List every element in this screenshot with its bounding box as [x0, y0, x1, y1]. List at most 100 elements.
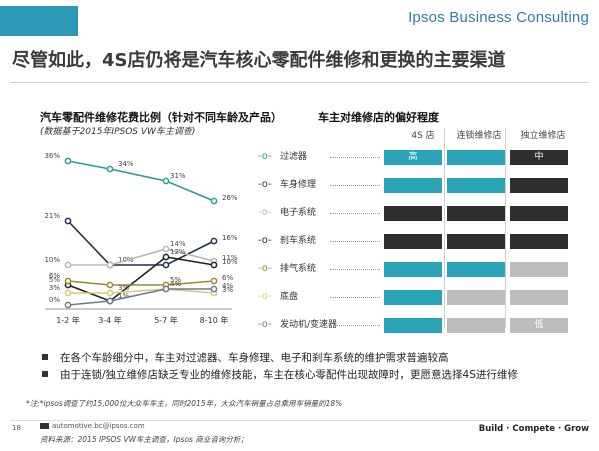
data-label: 36%: [44, 152, 60, 160]
data-label: 21%: [44, 212, 60, 220]
preference-cell: [384, 290, 442, 305]
line-chart-subtitle: (数据基于2015年IPSOS VW车主调查): [40, 127, 196, 137]
x-tick-label: 3-4 年: [98, 315, 122, 325]
preference-cell: [510, 290, 568, 305]
column-separator: [444, 128, 445, 328]
category-label: 排气系统: [280, 264, 317, 274]
data-point: [210, 285, 218, 293]
data-label: 34%: [118, 160, 134, 168]
leader-dots: [330, 269, 380, 270]
email-address: automotive.bc@ipsos.com: [52, 422, 145, 430]
series-line: [68, 248, 215, 266]
bullet-marker: [42, 354, 48, 360]
category-label: 底盘: [280, 292, 299, 302]
data-point: [162, 285, 170, 293]
leader-dots: [330, 213, 380, 214]
header-accent-bar: [0, 6, 78, 36]
data-label: 11%: [222, 254, 238, 262]
series-line: [67, 280, 215, 286]
data-point: [106, 261, 114, 269]
data-label: 3%: [49, 284, 60, 292]
x-tick-label: 1-2 年: [56, 315, 80, 325]
title-divider: [10, 82, 589, 83]
leader-dots: [330, 185, 380, 186]
preference-cell: [447, 290, 505, 305]
footnote: *注:*ipsos调查了约15,000位大众车车主，同时2015年，大众汽车销量…: [26, 399, 343, 408]
category-label: 过滤器: [280, 152, 308, 162]
preference-cell: 高: [384, 150, 442, 165]
data-point: [162, 253, 170, 261]
data-label: 5%: [49, 276, 60, 284]
preference-cell: 低: [510, 318, 568, 333]
preference-row-label: -o- 车身修理: [258, 179, 383, 191]
preference-cell: [384, 178, 442, 193]
column-separator: [505, 128, 506, 328]
data-label: 26%: [222, 194, 238, 202]
leader-dots: [330, 157, 380, 158]
leader-dots: [330, 297, 380, 298]
legend-marker-icon: -o-: [258, 151, 272, 162]
preference-cell: [447, 150, 505, 165]
preference-row-label: -o- 排气系统: [258, 263, 383, 275]
column-header-chain: 连锁维修店: [456, 131, 502, 141]
data-point: [64, 301, 72, 309]
preference-cell: [384, 262, 442, 277]
preference-row-label: -o- 底盘: [258, 291, 383, 303]
bullet-list: 在各个车龄细分中，车主对过滤器、车身修理、电子和刹车系统的维护需求普遍较高 由于…: [42, 350, 518, 384]
preference-cell: [447, 262, 505, 277]
category-label: 发动机/变速器: [280, 320, 338, 330]
legend-marker-icon: -o-: [258, 263, 272, 274]
preference-row-label: -o- 发动机/变速器: [258, 319, 383, 331]
legend-marker-icon: -o-: [258, 319, 272, 330]
bullet-text: 在各个车龄细分中，车主对过滤器、车身修理、电子和刹车系统的维护需求普遍较高: [60, 352, 449, 364]
page-number: 18: [12, 424, 21, 432]
data-point: [64, 217, 72, 225]
page-title: 尽管如此，4S店仍将是汽车核心零配件维修和更换的主要渠道: [12, 50, 506, 71]
preference-cell: [384, 206, 442, 221]
data-label: 0%: [49, 296, 60, 304]
leader-dots: [330, 241, 380, 242]
x-tick-label: 5-7 年: [154, 315, 178, 325]
bullet-marker: [42, 371, 48, 377]
preference-cell: [510, 178, 568, 193]
bullet-item: 在各个车龄细分中，车主对过滤器、车身修理、电子和刹车系统的维护需求普遍较高: [42, 350, 518, 365]
preference-cell: [510, 234, 568, 249]
preference-cell: [510, 262, 568, 277]
legend-marker-icon: -o-: [258, 207, 272, 218]
preference-cell: [384, 234, 442, 249]
data-label: 10%: [44, 256, 60, 264]
preference-cell: 中: [510, 150, 568, 165]
data-point: [64, 157, 72, 165]
data-point: [64, 261, 72, 269]
data-label: 16%: [222, 234, 238, 242]
data-point: [210, 261, 218, 269]
footer-divider: [10, 420, 589, 421]
preference-row-label: -o- 刹车系统: [258, 235, 383, 247]
contact-email: automotive.bc@ipsos.com: [40, 422, 145, 430]
preference-cell: [447, 318, 505, 333]
data-point: [162, 261, 170, 269]
series-line: [67, 288, 214, 306]
source-note: 资料来源：2015 IPSOS VW车主调查，Ipsos 商业咨询分析；: [40, 435, 248, 444]
leader-dots: [330, 325, 380, 326]
line-chart-title: 汽车零配件维修花费比例（针对不同车龄及产品）: [40, 111, 282, 124]
data-label: 6%: [222, 274, 233, 282]
data-point: [210, 277, 218, 285]
data-point: [106, 281, 114, 289]
data-label: 14%: [170, 240, 186, 248]
column-header-independent: 独立维修店: [520, 131, 566, 141]
preference-chart-title: 车主对维修店的偏好程度: [318, 111, 439, 124]
data-label: 10%: [222, 258, 238, 266]
legend-marker-icon: -o-: [258, 235, 272, 246]
data-label: 12%: [170, 248, 186, 256]
preference-cell: [510, 206, 568, 221]
series-line: [68, 288, 215, 294]
preference-row-label: -o- 电子系统: [258, 207, 383, 219]
preference-cell: [447, 234, 505, 249]
data-label: 3%: [222, 286, 233, 294]
bullet-text: 由于连锁/独立维修店缺乏专业的维修技能，车主在核心零配件出现故障时，更愿意选择4…: [60, 369, 518, 381]
legend-marker-icon: -o-: [258, 179, 272, 190]
tagline: Build · Compete · Grow: [478, 424, 589, 434]
data-point: [106, 297, 114, 305]
